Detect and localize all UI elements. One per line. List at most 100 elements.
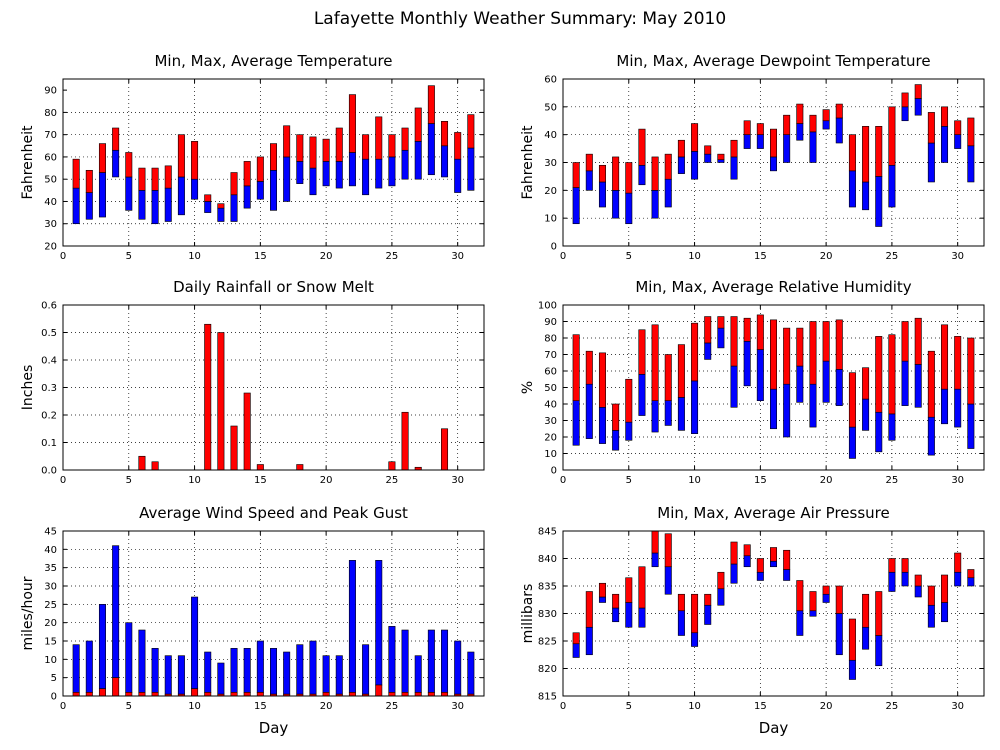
bar-min-avg (941, 388, 949, 425)
bar-min-avg (914, 364, 922, 408)
y-tick-label: 30 (44, 582, 57, 593)
bar-min-avg (954, 134, 962, 149)
bar-avg-max (967, 337, 975, 405)
y-tick-label: 0 (551, 466, 557, 477)
bar-min-avg (651, 552, 659, 568)
x-tick-label: 15 (754, 701, 767, 712)
bar-min-avg (756, 571, 764, 581)
bar-avg-max (730, 139, 738, 158)
bar-peak-gust (375, 560, 383, 686)
y-tick-label: 40 (544, 130, 557, 141)
bar-min-avg (730, 563, 738, 584)
x-tick-label: 10 (688, 475, 701, 486)
bar-avg-max (112, 127, 120, 151)
bar-average-wind (243, 692, 251, 697)
x-tick-label: 5 (126, 251, 132, 262)
bar-avg-max (191, 141, 199, 180)
x-tick-label: 15 (254, 701, 267, 712)
bar-min-avg (888, 413, 896, 441)
bar-rainfall (138, 455, 146, 471)
plot-frame (562, 530, 985, 697)
bar-min-avg (585, 170, 593, 191)
bar-min-avg (901, 571, 909, 587)
bar-peak-gust (441, 629, 449, 693)
y-tick-label: 90 (544, 317, 557, 328)
bar-min-avg (625, 421, 633, 441)
bar-min-avg (927, 142, 935, 183)
chart-title: Min, Max, Average Dewpoint Temperature (616, 52, 930, 70)
bar-min-avg (638, 373, 646, 416)
y-tick-label: 50 (44, 175, 57, 186)
chart-title: Min, Max, Average Relative Humidity (635, 278, 911, 296)
bar-avg-max (677, 139, 685, 158)
bar-average-wind (230, 692, 238, 697)
x-tick-label: 30 (451, 251, 464, 262)
bar-min-avg (98, 172, 106, 218)
x-tick-label: 0 (560, 701, 566, 712)
bar-min-avg (914, 585, 922, 598)
y-tick-label: 100 (538, 301, 557, 312)
bar-avg-max (967, 117, 975, 147)
bar-avg-max (796, 103, 804, 124)
bar-avg-max (296, 134, 304, 162)
bar-min-avg (638, 607, 646, 628)
y-tick-label: 45 (44, 527, 57, 538)
bar-avg-max (691, 593, 699, 634)
bar-min-avg (585, 383, 593, 439)
bar-min-avg (967, 403, 975, 449)
bar-min-avg (651, 400, 659, 433)
y-tick-label: 90 (44, 86, 57, 97)
bar-min-avg (835, 117, 843, 144)
x-tick-label: 15 (754, 251, 767, 262)
bar-peak-gust (138, 629, 146, 693)
bar-peak-gust (217, 662, 225, 695)
y-tick-label: 0 (51, 692, 57, 703)
bar-avg-max (585, 350, 593, 385)
bar-min-avg (664, 400, 672, 426)
x-tick-label: 25 (886, 701, 899, 712)
bar-avg-max (664, 354, 672, 402)
bar-avg-max (138, 167, 146, 191)
y-axis-label: millibars (520, 584, 536, 644)
bar-min-avg (756, 349, 764, 401)
bar-average-wind (125, 692, 133, 697)
bar-avg-max (625, 378, 633, 423)
x-axis-label: Day (759, 719, 789, 737)
bar-min-avg (888, 571, 896, 592)
bar-avg-max (651, 324, 659, 401)
bar-peak-gust (427, 629, 435, 693)
bar-peak-gust (401, 629, 409, 693)
bar-average-wind (414, 692, 422, 697)
y-tick-label: 80 (44, 108, 57, 119)
y-tick-label: 70 (544, 350, 557, 361)
chart-title: Min, Max, Average Air Pressure (657, 504, 889, 522)
bar-avg-max (427, 85, 435, 124)
bar-min-avg (598, 406, 606, 444)
bar-min-avg (362, 158, 370, 196)
plot-frame (562, 78, 985, 247)
y-tick-label: 20 (544, 433, 557, 444)
x-tick-label: 0 (560, 251, 566, 262)
bar-avg-max (269, 143, 277, 171)
bar-avg-max (125, 152, 133, 178)
bar-min-avg (664, 566, 672, 595)
bar-avg-max (651, 156, 659, 191)
y-tick-label: 80 (544, 334, 557, 345)
bar-avg-max (901, 92, 909, 108)
bar-avg-max (835, 103, 843, 119)
bar-average-wind (348, 692, 356, 697)
bar-peak-gust (296, 644, 304, 695)
bar-rainfall (230, 425, 238, 471)
x-tick-label: 10 (188, 251, 201, 262)
y-tick-label: 0.4 (41, 356, 57, 367)
bar-avg-max (914, 84, 922, 99)
bar-avg-max (822, 321, 830, 362)
bar-min-avg (901, 106, 909, 122)
bar-min-avg (756, 134, 764, 149)
bar-avg-max (743, 544, 751, 557)
bar-min-avg (191, 178, 199, 200)
bar-avg-max (177, 134, 185, 178)
bar-min-avg (335, 161, 343, 189)
